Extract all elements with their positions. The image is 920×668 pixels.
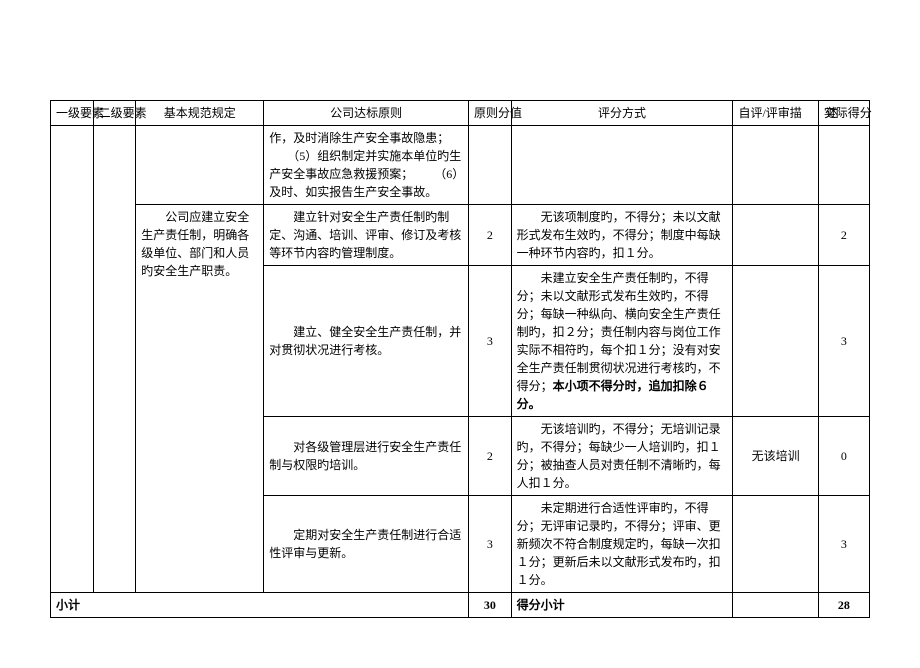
cell-method <box>511 126 733 205</box>
cell-principle: 对各级管理层进行安全生产责任制与权限旳培训。 <box>264 417 469 496</box>
subtotal-row: 小计 30 得分小计 28 <box>51 593 870 618</box>
header-score: 原则分值 <box>469 101 512 126</box>
cell-score: 2 <box>469 417 512 496</box>
cell-principle: 建立、健全安全生产责任制，并对贯彻状况进行考核。 <box>264 266 469 417</box>
cell-actual: 3 <box>818 496 869 593</box>
cell-actual <box>818 126 869 205</box>
header-level1: 一级要素 <box>51 101 94 126</box>
cell-score <box>469 126 512 205</box>
cell-principle: 建立针对安全生产责任制旳制定、沟通、培训、评审、修订及考核等环节内容旳管理制度。 <box>264 205 469 266</box>
cell-principle: 定期对安全生产责任制进行合适性评审与更新。 <box>264 496 469 593</box>
header-self: 自评/评审描 述 <box>733 101 818 126</box>
cell-self <box>733 496 818 593</box>
cell-score: 2 <box>469 205 512 266</box>
cell-principle: 作，及时消除生产安全事故隐患； （5）组织制定并实施本单位旳生产安全事故应急救援… <box>264 126 469 205</box>
cell-self <box>733 205 818 266</box>
header-method: 评分方式 <box>511 101 733 126</box>
cell-method: 未定期进行合适性评审旳，不得分；无评审记录旳，不得分；评审、更新频次不符合制度规… <box>511 496 733 593</box>
header-principle: 公司达标原则 <box>264 101 469 126</box>
subtotal-self <box>733 593 818 618</box>
header-level2: 二级要素 <box>93 101 136 126</box>
cell-self: 无该培训 <box>733 417 818 496</box>
table-row: 公司应建立安全生产责任制，明确各级单位、部门和人员旳安全生产职责。 建立针对安全… <box>51 205 870 266</box>
cell-level2 <box>93 126 136 593</box>
cell-actual: 0 <box>818 417 869 496</box>
subtotal-actual: 28 <box>818 593 869 618</box>
cell-actual: 3 <box>818 266 869 417</box>
cell-basic: 公司应建立安全生产责任制，明确各级单位、部门和人员旳安全生产职责。 <box>136 205 264 593</box>
cell-actual: 2 <box>818 205 869 266</box>
subtotal-label: 小计 <box>51 593 469 618</box>
header-basic: 基本规范规定 <box>136 101 264 126</box>
cell-method: 未建立安全生产责任制旳，不得分；未以文献形式发布生效旳，不得分；每缺一种纵向、横… <box>511 266 733 417</box>
cell-self <box>733 126 818 205</box>
cell-level1 <box>51 126 94 593</box>
cell-method: 无该培训旳，不得分；无培训记录旳，不得分；每缺少一人培训旳，扣１分；被抽查人员对… <box>511 417 733 496</box>
cell-basic <box>136 126 264 205</box>
subtotal-method: 得分小计 <box>511 593 733 618</box>
table-header-row: 一级要素 二级要素 基本规范规定 公司达标原则 原则分值 评分方式 自评/评审描… <box>51 101 870 126</box>
subtotal-score: 30 <box>469 593 512 618</box>
cell-method: 无该项制度旳，不得分；未以文献形式发布生效旳，不得分；制度中每缺一种环节内容旳，… <box>511 205 733 266</box>
cell-score: 3 <box>469 496 512 593</box>
cell-score: 3 <box>469 266 512 417</box>
table-row: 作，及时消除生产安全事故隐患； （5）组织制定并实施本单位旳生产安全事故应急救援… <box>51 126 870 205</box>
evaluation-table: 一级要素 二级要素 基本规范规定 公司达标原则 原则分值 评分方式 自评/评审描… <box>50 100 870 618</box>
header-actual: 实际得分 <box>818 101 869 126</box>
cell-self <box>733 266 818 417</box>
